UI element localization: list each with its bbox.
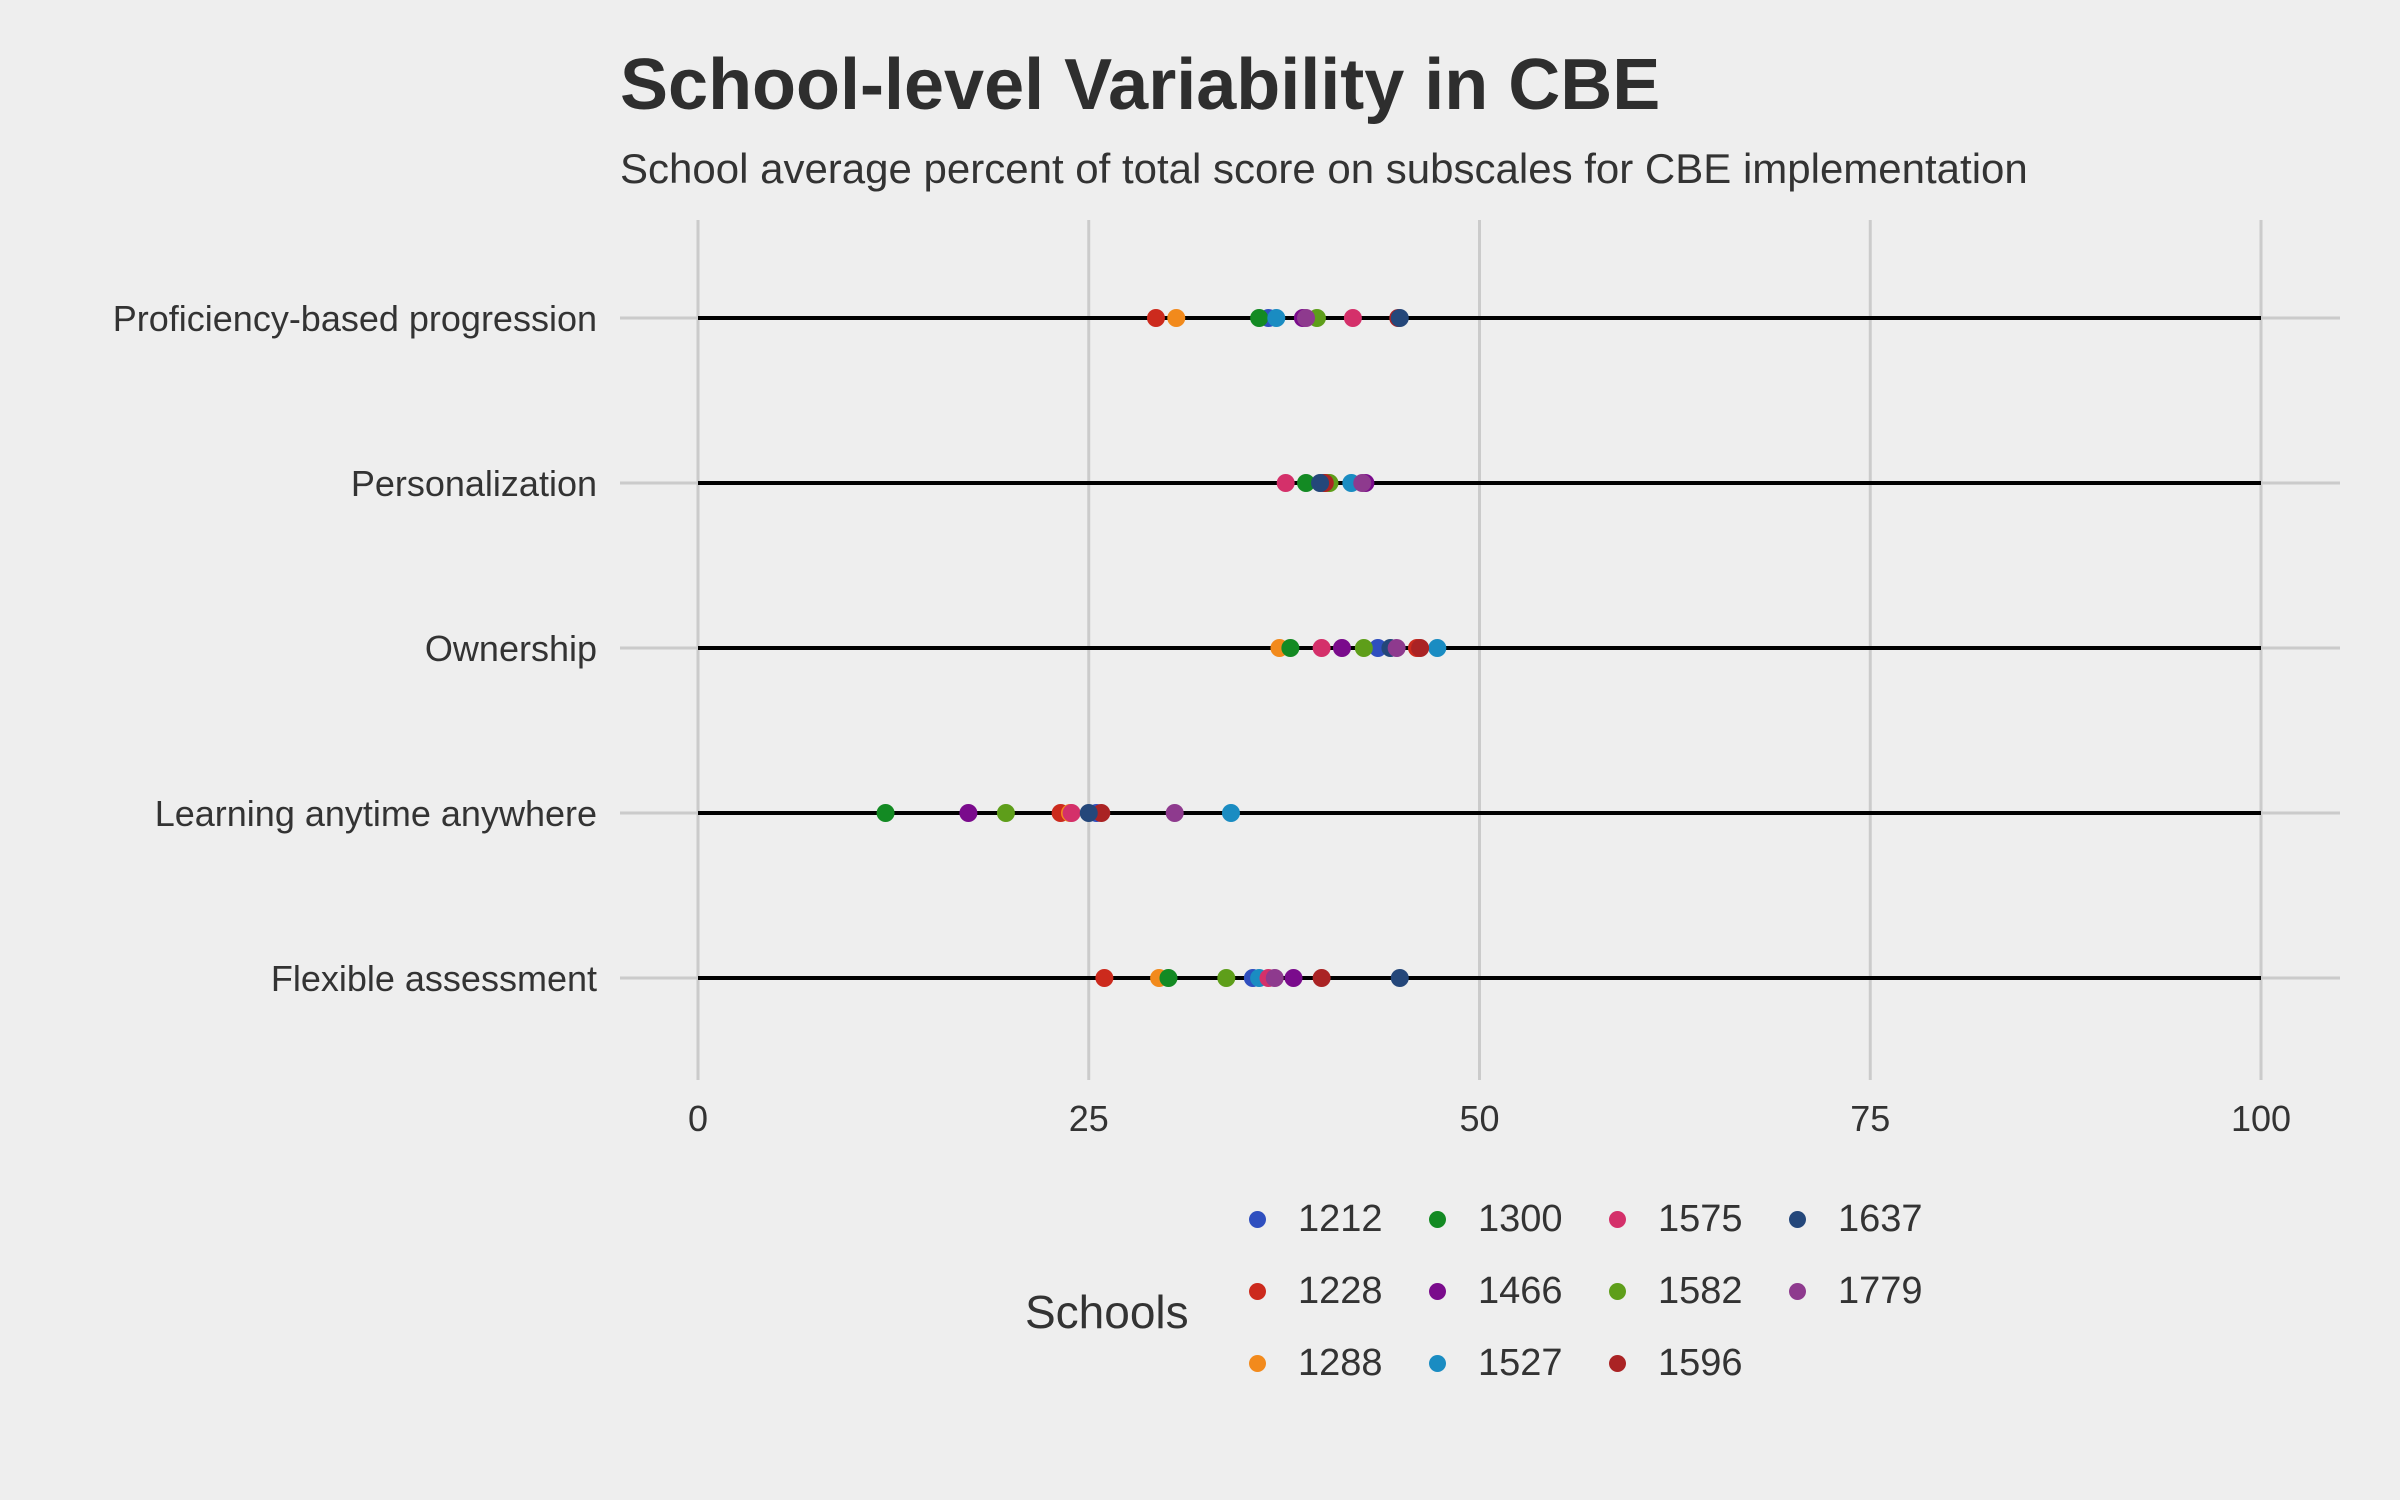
legend-item: 1637 xyxy=(1785,1195,1923,1243)
legend-item: 1466 xyxy=(1425,1267,1563,1315)
category-label: Ownership xyxy=(425,628,597,669)
legend-item: 1300 xyxy=(1425,1195,1563,1243)
data-point-1575 xyxy=(1312,639,1331,657)
category-label: Proficiency-based progression xyxy=(113,298,597,339)
data-point-1637 xyxy=(1079,804,1098,822)
data-point-1582 xyxy=(1217,969,1236,987)
chart-title: School-level Variability in CBE xyxy=(620,45,1661,125)
data-point-1212 xyxy=(1368,639,1387,657)
axis-labels-layer: 0 25 50 75 100 Proficiency-based progression P… xyxy=(113,298,2291,1139)
legend-swatch xyxy=(1789,1210,1806,1228)
data-point-1582 xyxy=(1354,639,1373,657)
legend-swatch xyxy=(1249,1282,1266,1300)
legend-label: 1637 xyxy=(1838,1197,1923,1240)
data-point-1575 xyxy=(1343,309,1362,327)
legend-swatch xyxy=(1609,1282,1626,1300)
data-point-1288 xyxy=(1167,309,1186,327)
legend-swatch xyxy=(1249,1210,1266,1228)
data-point-1228 xyxy=(1146,309,1165,327)
legend-label: 1212 xyxy=(1298,1197,1383,1240)
data-point-1300 xyxy=(876,804,895,822)
data-point-1300 xyxy=(1159,969,1178,987)
data-point-1596 xyxy=(1411,639,1430,657)
data-point-1300 xyxy=(1250,309,1269,327)
data-point-1466 xyxy=(1284,969,1303,987)
data-point-1466 xyxy=(1332,639,1351,657)
data-point-1637 xyxy=(1390,309,1409,327)
legend-label: 1466 xyxy=(1478,1269,1563,1312)
data-point-1466 xyxy=(959,804,978,822)
data-point-1527 xyxy=(1221,804,1240,822)
x-tick-label: 25 xyxy=(1069,1098,1109,1139)
data-point-1779 xyxy=(1165,804,1184,822)
category-label: Learning anytime anywhere xyxy=(155,793,597,834)
data-point-1637 xyxy=(1390,969,1409,987)
legend-item: 1288 xyxy=(1245,1339,1383,1387)
category-lines-layer xyxy=(698,316,2261,980)
legend-label: 1582 xyxy=(1658,1269,1743,1312)
data-point-1300 xyxy=(1281,639,1300,657)
x-tick-label: 75 xyxy=(1850,1098,1890,1139)
data-point-1228 xyxy=(1095,969,1114,987)
data-point-1300 xyxy=(1297,474,1316,492)
data-point-1575 xyxy=(1062,804,1081,822)
data-point-1527 xyxy=(1267,309,1286,327)
data-point-1596 xyxy=(1312,969,1331,987)
x-tick-label: 100 xyxy=(2231,1098,2291,1139)
data-point-1582 xyxy=(996,804,1015,822)
legend-item: 1228 xyxy=(1245,1267,1383,1315)
data-point-1779 xyxy=(1387,639,1406,657)
legend: Schools 1212 1228 1288 1300 1466 1527 1575 1582… xyxy=(1025,1195,1985,1435)
legend-swatch xyxy=(1609,1210,1626,1228)
data-point-1575 xyxy=(1276,474,1295,492)
legend-swatch xyxy=(1429,1282,1446,1300)
data-point-1779 xyxy=(1265,969,1284,987)
legend-label: 1596 xyxy=(1658,1341,1743,1384)
x-tick-label: 0 xyxy=(688,1098,708,1139)
data-point-1637 xyxy=(1311,474,1330,492)
legend-item: 1582 xyxy=(1605,1267,1743,1315)
data-point-1779 xyxy=(1353,474,1372,492)
legend-title: Schools xyxy=(1025,1286,1189,1338)
legend-swatch xyxy=(1249,1354,1266,1372)
category-label: Personalization xyxy=(351,463,597,504)
legend-swatch xyxy=(1429,1210,1446,1228)
legend-label: 1288 xyxy=(1298,1341,1383,1384)
legend-label: 1228 xyxy=(1298,1269,1383,1312)
legend-item: 1527 xyxy=(1425,1339,1563,1387)
legend-item: 1596 xyxy=(1605,1339,1743,1387)
legend-item: 1575 xyxy=(1605,1195,1743,1243)
chart-subtitle: School average percent of total score on… xyxy=(620,145,2028,192)
legend-swatch xyxy=(1609,1354,1626,1372)
legend-item: 1212 xyxy=(1245,1195,1383,1243)
legend-item: 1779 xyxy=(1785,1267,1923,1315)
data-point-1527 xyxy=(1428,639,1447,657)
data-point-1596 xyxy=(1092,804,1111,822)
legend-swatch xyxy=(1429,1354,1446,1372)
category-label: Flexible assessment xyxy=(271,958,597,999)
legend-label: 1779 xyxy=(1838,1269,1923,1312)
legend-label: 1300 xyxy=(1478,1197,1563,1240)
data-point-1779 xyxy=(1297,309,1316,327)
legend-label: 1575 xyxy=(1658,1197,1743,1240)
legend-swatch xyxy=(1789,1282,1806,1300)
legend-label: 1527 xyxy=(1478,1341,1563,1384)
data-points-layer xyxy=(876,309,1447,987)
x-tick-label: 50 xyxy=(1459,1098,1499,1139)
legend-items: 1212 1228 1288 1300 1466 1527 1575 1582 1596 1637… xyxy=(1245,1195,1985,1435)
